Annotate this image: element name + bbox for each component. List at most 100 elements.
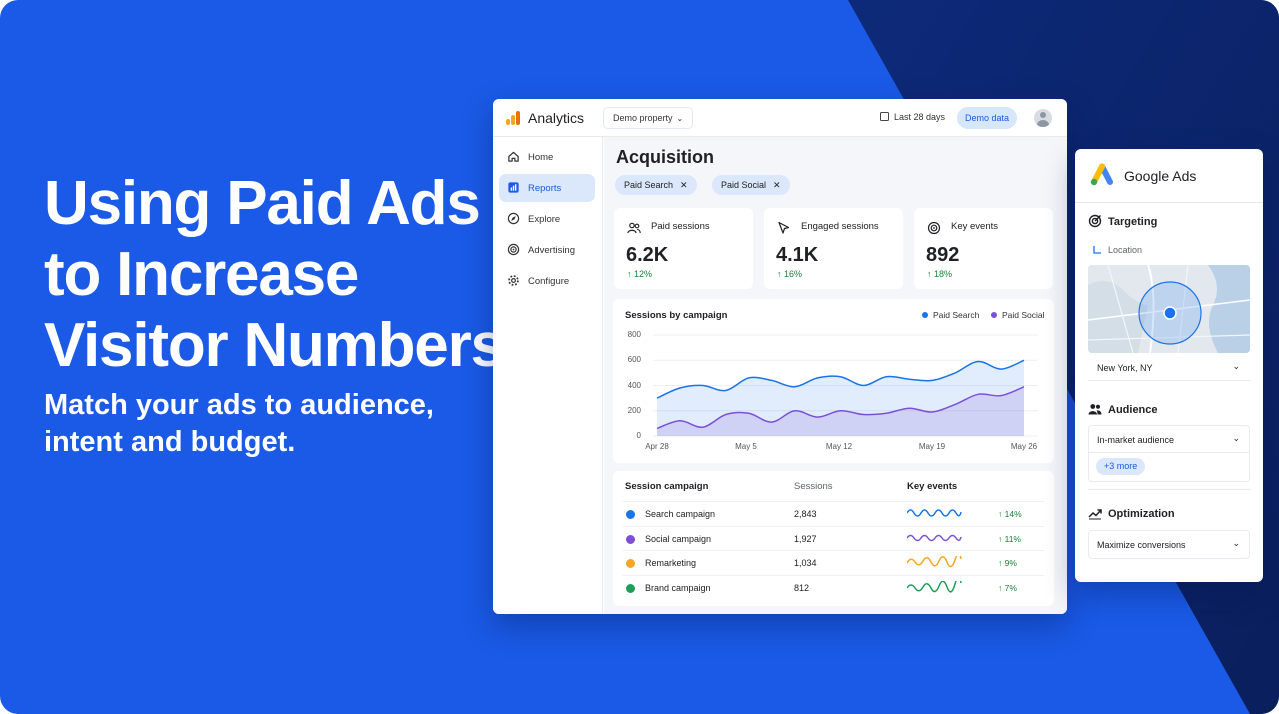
headline: Using Paid Ads to Increase Visitor Numbe…: [44, 168, 514, 381]
section-audience: Audience: [1088, 402, 1158, 416]
kpi-card-key-events[interactable]: Key events 892 ↑ 18%: [914, 208, 1053, 289]
legend-label: Paid Search: [933, 310, 980, 320]
campaign-sessions: 1,927: [794, 533, 817, 544]
google-ads-title: Google Ads: [1124, 168, 1197, 184]
target-icon: [507, 243, 520, 256]
campaign-name: Remarketing: [645, 558, 697, 568]
column-header-campaign: Session campaign: [625, 481, 709, 492]
campaign-sessions: 812: [794, 582, 810, 593]
google-ads-panel: Google Ads Targeting Location New Yor: [1075, 149, 1263, 582]
analytics-window: Analytics Demo property ⌄ Last 28 days De…: [493, 99, 1067, 614]
sidebar-item-label: Reports: [528, 183, 562, 194]
section-label: Audience: [1108, 404, 1158, 416]
property-selector-label: Demo property: [613, 113, 673, 123]
sidebar-item-home[interactable]: Home: [499, 143, 595, 171]
kpi-value: 6.2K: [626, 244, 669, 266]
kpi-card-engaged-sessions[interactable]: Engaged sessions 4.1K ↑ 16%: [764, 208, 903, 289]
campaign-name: Brand campaign: [645, 582, 711, 593]
filter-chip-paid-search[interactable]: Paid Search ✕: [615, 175, 697, 195]
analytics-main: Acquisition Paid Search ✕ Paid Social ✕ Pa…: [604, 137, 1067, 614]
kpi-label: Engaged sessions: [801, 221, 879, 232]
page-title: Acquisition: [616, 147, 714, 167]
section-targeting: Targeting: [1088, 214, 1157, 228]
map-graphic: [1088, 265, 1250, 353]
y-tick-label: 800: [627, 330, 641, 339]
legend-item-paid-social[interactable]: Paid Social: [991, 310, 1045, 320]
chart-plot: [653, 334, 1038, 437]
subheadline-line-2: intent and budget.: [44, 426, 296, 458]
legend-label: Paid Social: [1002, 310, 1045, 320]
headline-line-2: to Increase: [44, 240, 359, 309]
google-ads-header: Google Ads: [1075, 149, 1263, 203]
compass-icon: [507, 212, 520, 225]
campaign-color-dot: [626, 534, 635, 544]
property-selector[interactable]: Demo property ⌄: [603, 107, 694, 129]
analytics-logo-icon: [506, 111, 520, 125]
bar-chart-icon: [508, 182, 519, 193]
kpi-card-paid-sessions[interactable]: Paid sessions 6.2K ↑ 12%: [614, 208, 753, 289]
key-events-sparkline: [907, 534, 962, 541]
kpi-label: Paid sessions: [651, 221, 710, 232]
headline-line-3: Visitor Numbers: [44, 311, 505, 380]
y-tick-label: 0: [636, 431, 641, 440]
sidebar-item-advertising[interactable]: Advertising: [499, 236, 595, 264]
sidebar-item-reports[interactable]: Reports: [499, 174, 595, 202]
y-tick-label: 200: [627, 405, 641, 415]
kpi-value: 4.1K: [776, 244, 819, 266]
date-range-label: Last 28 days: [894, 112, 946, 122]
campaign-color-dot: [626, 510, 635, 519]
legend-dot: [922, 312, 928, 318]
key-events-sparkline: [907, 580, 962, 592]
app-title: Analytics: [528, 110, 585, 126]
legend-item-paid-search[interactable]: Paid Search: [922, 310, 979, 320]
table-row[interactable]: Search campaign 2,843 ↑ 14%: [623, 501, 1044, 525]
google-ads-logo-icon: [1090, 163, 1113, 186]
audience-value: In-market audience: [1097, 435, 1175, 445]
filter-chip-label: Paid Social: [721, 180, 767, 190]
sessions-chart-card: Sessions by campaign Paid Search Paid So…: [613, 299, 1054, 463]
calendar-icon: [880, 112, 889, 121]
close-icon[interactable]: ✕: [680, 180, 688, 190]
location-map[interactable]: [1088, 265, 1250, 353]
campaign-name: Social campaign: [645, 533, 712, 544]
headline-line-1: Using Paid Ads: [44, 169, 481, 238]
table-row[interactable]: Social campaign 1,927 ↑ 11%: [623, 525, 1044, 550]
table-row[interactable]: Brand campaign 812 ↑ 7%: [623, 574, 1044, 599]
campaign-sessions: 2,843: [794, 509, 817, 519]
optimization-value: Maximize conversions: [1097, 540, 1186, 550]
filter-chip-paid-social[interactable]: Paid Social ✕: [712, 175, 790, 195]
target-icon: [1088, 214, 1102, 228]
table-row[interactable]: Remarketing 1,034 ↑ 9%: [623, 550, 1044, 574]
column-header-sessions: Sessions: [794, 481, 833, 492]
more-audiences-chip[interactable]: +3 more: [1096, 458, 1146, 475]
kpi-change: ↑ 18%: [927, 269, 953, 279]
chevron-down-icon: ⌄: [1232, 433, 1240, 443]
campaign-table: Session campaign Sessions Key events Sea…: [613, 471, 1054, 606]
series-line-paid-search: [656, 359, 1025, 399]
kpi-label: Key events: [951, 221, 998, 232]
kpi-change: ↑ 16%: [777, 269, 803, 279]
campaign-color-dot: [626, 559, 635, 568]
column-header-key-events: Key events: [907, 481, 958, 492]
avatar[interactable]: [1034, 109, 1052, 127]
close-icon[interactable]: ✕: [773, 180, 781, 190]
optimization-select[interactable]: Maximize conversions ⌄: [1088, 530, 1250, 558]
x-tick-label: May 5: [735, 442, 757, 451]
audience-select[interactable]: In-market audience ⌄: [1088, 425, 1250, 453]
users-icon: [627, 222, 641, 234]
subheadline: Match your ads to audience, intent and b…: [44, 387, 474, 461]
y-tick-label: 600: [627, 355, 641, 365]
demo-data-badge[interactable]: Demo data: [957, 107, 1018, 129]
campaign-change: ↑ 11%: [998, 533, 1021, 544]
sidebar-item-label: Explore: [528, 214, 561, 225]
chart-title: Sessions by campaign: [625, 310, 728, 321]
location-select[interactable]: New York, NY ⌄: [1088, 353, 1250, 381]
sidebar-item-configure[interactable]: Configure: [499, 267, 595, 295]
location-value: New York, NY: [1097, 363, 1153, 373]
campaign-change: ↑ 9%: [998, 558, 1017, 568]
section-label: Targeting: [1108, 216, 1158, 228]
date-range-picker[interactable]: Last 28 days: [880, 112, 945, 122]
series-area-paid-search: [657, 360, 1024, 436]
sidebar-item-explore[interactable]: Explore: [499, 205, 595, 233]
